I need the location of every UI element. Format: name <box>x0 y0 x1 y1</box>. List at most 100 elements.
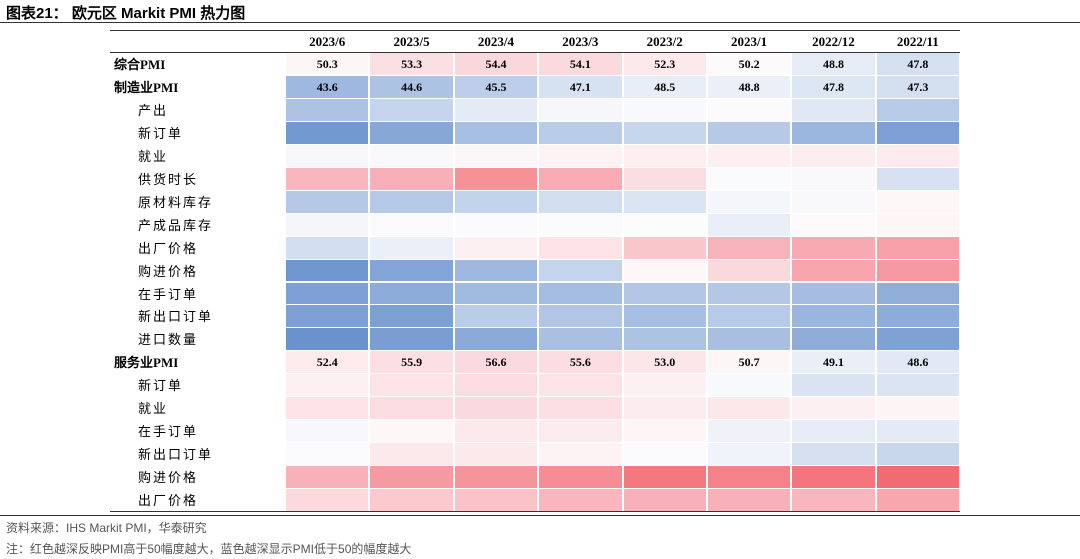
cell <box>454 121 538 144</box>
cell-value: 49.1 <box>792 351 875 374</box>
cell <box>876 305 959 328</box>
cell <box>370 98 453 121</box>
cell <box>370 328 453 351</box>
cell <box>876 397 959 420</box>
cell <box>623 259 706 282</box>
table-top-rule <box>110 30 960 31</box>
cell <box>876 213 959 236</box>
cell <box>539 121 622 144</box>
cell <box>707 374 791 397</box>
row-label: 新出口订单 <box>138 447 214 463</box>
cell-value: 55.9 <box>370 351 453 374</box>
cell <box>623 144 706 167</box>
cell-value: 44.6 <box>370 75 453 98</box>
cell <box>454 328 538 351</box>
cell <box>876 328 959 351</box>
cell <box>286 213 369 236</box>
cell-value: 48.5 <box>623 75 706 98</box>
cell-value: 48.6 <box>876 351 959 374</box>
row-label: 购进价格 <box>138 470 199 486</box>
cell <box>623 305 706 328</box>
cell <box>623 466 706 489</box>
cell <box>539 305 622 328</box>
row-label: 新订单 <box>138 378 184 394</box>
cell-value: 47.3 <box>876 75 959 98</box>
cell <box>286 489 369 511</box>
row-label: 就业 <box>138 401 169 417</box>
cell <box>707 420 791 443</box>
table-bottom-rule <box>110 511 960 512</box>
row-label: 新出口订单 <box>138 309 214 325</box>
cell <box>539 144 622 167</box>
note: 注：红色越深反映PMI高于50幅度越大，蓝色越深显示PMI低于50的幅度越大 <box>6 542 412 556</box>
row-label: 服务业PMI <box>114 355 179 371</box>
cell <box>539 167 622 190</box>
cell <box>707 397 791 420</box>
row-label: 在手订单 <box>138 286 199 302</box>
cell <box>454 190 538 213</box>
cell <box>454 305 538 328</box>
cell <box>286 282 369 305</box>
cell <box>876 190 959 213</box>
cell <box>454 282 538 305</box>
cell <box>707 213 791 236</box>
cell-value: 47.8 <box>876 53 959 75</box>
cell <box>707 144 791 167</box>
row-label: 出厂价格 <box>138 240 199 256</box>
cell <box>286 190 369 213</box>
cell <box>623 397 706 420</box>
cell <box>370 489 453 511</box>
cell <box>792 121 875 144</box>
row-label: 就业 <box>138 148 169 164</box>
cell <box>539 374 622 397</box>
cell <box>286 420 369 443</box>
cell <box>792 98 875 121</box>
cell <box>623 282 706 305</box>
cell-value: 45.5 <box>454 75 538 98</box>
cell <box>370 443 453 466</box>
cell <box>876 144 959 167</box>
cell <box>539 236 622 259</box>
cell <box>623 98 706 121</box>
cell <box>623 236 706 259</box>
cell <box>623 328 706 351</box>
title-rule <box>0 22 1080 23</box>
cell <box>286 98 369 121</box>
column-header: 2022/11 <box>896 34 939 49</box>
cell <box>286 259 369 282</box>
cell <box>454 374 538 397</box>
cell <box>707 167 791 190</box>
cell <box>539 489 622 511</box>
row-label: 综合PMI <box>114 57 166 72</box>
cell <box>454 144 538 167</box>
row-label: 进口数量 <box>138 332 199 348</box>
cell <box>792 466 875 489</box>
column-header: 2023/1 <box>731 34 768 49</box>
row-label: 购进价格 <box>138 263 199 279</box>
cell <box>286 236 369 259</box>
cell-value: 50.2 <box>707 53 791 75</box>
cell <box>286 305 369 328</box>
cell <box>286 443 369 466</box>
cell <box>623 213 706 236</box>
cell <box>370 236 453 259</box>
cell <box>539 443 622 466</box>
row-label: 在手订单 <box>138 424 199 440</box>
cell <box>623 190 706 213</box>
cell-value: 50.7 <box>707 351 791 374</box>
cell <box>286 121 369 144</box>
cell <box>539 213 622 236</box>
cell <box>623 374 706 397</box>
cell <box>876 236 959 259</box>
column-header: 2022/12 <box>812 34 855 49</box>
cell <box>370 144 453 167</box>
cell <box>623 121 706 144</box>
cell <box>876 282 959 305</box>
cell <box>792 328 875 351</box>
cell <box>792 420 875 443</box>
cell <box>539 190 622 213</box>
cell <box>707 489 791 511</box>
cell-value: 47.8 <box>792 75 875 98</box>
column-header: 2023/3 <box>562 34 599 49</box>
cell <box>370 420 453 443</box>
